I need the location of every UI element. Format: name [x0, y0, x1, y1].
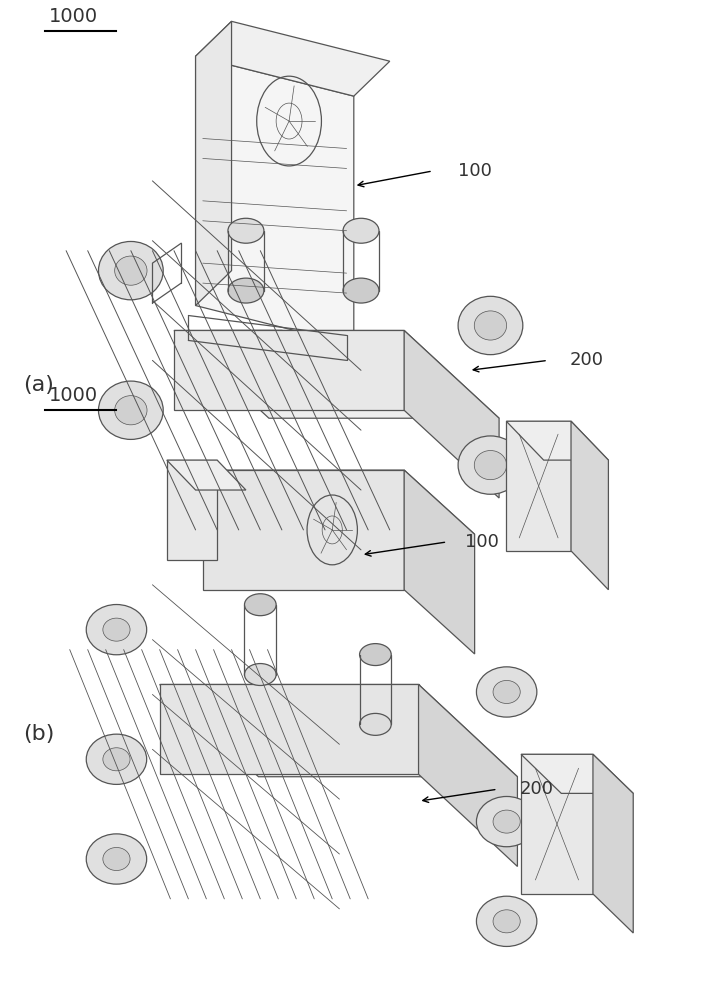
Ellipse shape — [477, 896, 537, 946]
Ellipse shape — [493, 680, 521, 703]
Polygon shape — [196, 21, 390, 96]
Text: 200: 200 — [570, 351, 604, 369]
Polygon shape — [521, 754, 633, 793]
Ellipse shape — [493, 810, 521, 833]
Polygon shape — [203, 470, 404, 590]
Polygon shape — [593, 754, 633, 933]
Ellipse shape — [98, 241, 163, 300]
Ellipse shape — [343, 278, 379, 303]
Polygon shape — [160, 684, 419, 774]
Polygon shape — [404, 330, 499, 498]
Ellipse shape — [115, 396, 147, 425]
Ellipse shape — [360, 644, 391, 666]
Ellipse shape — [103, 847, 130, 871]
Polygon shape — [506, 421, 571, 551]
Polygon shape — [174, 330, 404, 410]
Polygon shape — [196, 56, 354, 345]
Polygon shape — [521, 754, 593, 894]
Ellipse shape — [343, 218, 379, 243]
Text: 1000: 1000 — [49, 7, 98, 26]
Ellipse shape — [477, 796, 537, 847]
Polygon shape — [167, 460, 217, 560]
Ellipse shape — [474, 451, 507, 480]
Text: 200: 200 — [519, 780, 553, 798]
Ellipse shape — [360, 713, 391, 735]
Polygon shape — [174, 330, 499, 418]
Polygon shape — [419, 684, 518, 866]
Text: 1000: 1000 — [49, 386, 98, 405]
Text: 100: 100 — [458, 162, 492, 180]
Polygon shape — [196, 21, 232, 306]
Text: 100: 100 — [465, 533, 499, 551]
Polygon shape — [571, 421, 609, 590]
Ellipse shape — [228, 218, 264, 243]
Ellipse shape — [458, 296, 523, 355]
Ellipse shape — [103, 748, 130, 771]
Ellipse shape — [245, 594, 276, 616]
Ellipse shape — [86, 734, 147, 784]
Polygon shape — [404, 470, 474, 654]
Polygon shape — [210, 330, 300, 348]
Polygon shape — [167, 460, 246, 490]
Ellipse shape — [493, 910, 521, 933]
Text: (b): (b) — [23, 724, 54, 744]
Ellipse shape — [477, 667, 537, 717]
Ellipse shape — [115, 256, 147, 285]
Polygon shape — [210, 330, 282, 400]
Ellipse shape — [98, 381, 163, 439]
Ellipse shape — [228, 278, 264, 303]
Ellipse shape — [86, 834, 147, 884]
Ellipse shape — [245, 664, 276, 685]
Text: (a): (a) — [23, 375, 54, 395]
Ellipse shape — [474, 311, 507, 340]
Polygon shape — [506, 421, 609, 460]
Ellipse shape — [103, 618, 130, 641]
Ellipse shape — [458, 436, 523, 494]
Polygon shape — [203, 470, 474, 534]
Ellipse shape — [86, 605, 147, 655]
Polygon shape — [160, 684, 518, 777]
